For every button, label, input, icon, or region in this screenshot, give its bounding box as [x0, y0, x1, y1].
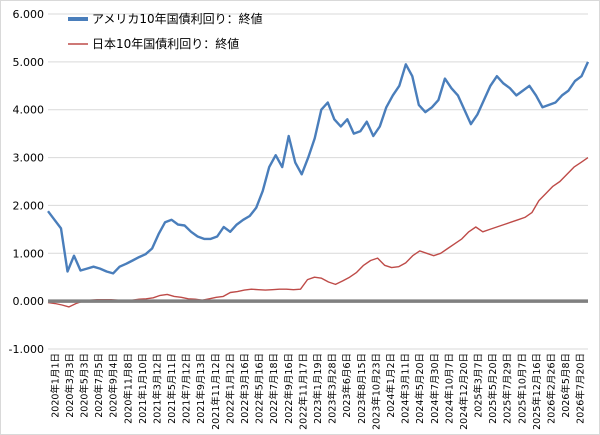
x-tick-label: 2023年10月23日: [370, 353, 382, 430]
x-tick-label: 2024年3月11日: [400, 353, 412, 424]
x-tick-label: 2024年10月7日: [443, 353, 455, 424]
x-tick-label: 2022年1月12日: [224, 353, 236, 424]
x-tick-label: 2020年5月3日: [78, 353, 90, 418]
x-tick-label: 2021年7月12日: [181, 353, 193, 424]
series-line-0: [47, 61, 590, 275]
x-axis-ticks: 2020年1月1日 2020年3月3日 2020年5月3日 2020年7月5日 2020…: [49, 353, 586, 430]
x-tick-label: 2020年9月4日: [108, 353, 120, 418]
y-tick-label: 2.000: [13, 199, 45, 212]
legend-label-us: アメリカ10年国債利回り：終値: [92, 11, 263, 26]
legend: アメリカ10年国債利回り：終値 日本10年国債利回り：終値: [68, 11, 263, 51]
x-tick-label: 2021年3月12日: [151, 353, 163, 424]
x-tick-label: 2021年5月11日: [166, 353, 178, 424]
x-tick-label: 2022年7月18日: [268, 353, 280, 424]
x-tick-label: 2025年10月7日: [516, 353, 528, 424]
x-tick-label: 2026年2月26日: [546, 353, 558, 424]
legend-label-jp: 日本10年国債利回り：終値: [92, 36, 239, 51]
x-tick-label: 2025年7月29日: [502, 353, 514, 424]
x-tick-label: 2021年9月13日: [195, 353, 207, 424]
x-tick-label: 2025年12月16日: [531, 353, 543, 430]
x-tick-label: 2023年1月19日: [312, 353, 324, 424]
x-tick-label: 2022年5月16日: [254, 353, 266, 424]
x-tick-label: 2022年3月16日: [239, 353, 251, 424]
y-tick-label: 5.000: [13, 56, 45, 69]
x-tick-label: 2023年3月28日: [327, 353, 339, 424]
y-tick-label: 0.000: [13, 295, 45, 308]
x-tick-label: 2020年11月8日: [122, 353, 134, 424]
x-tick-label: 2020年3月3日: [64, 353, 76, 418]
y-tick-label: 6.000: [13, 8, 45, 21]
x-tick-label: 2021年1月10日: [137, 353, 149, 424]
x-tick-label: 2020年1月1日: [49, 353, 61, 418]
x-tick-label: 2024年1月2日: [385, 353, 397, 418]
x-tick-label: 2023年6月6日: [341, 353, 353, 418]
y-tick-label: 1.000: [13, 247, 45, 260]
x-tick-label: 2024年5月20日: [414, 353, 426, 424]
x-tick-label: 2022年11月17日: [297, 353, 309, 430]
x-tick-label: 2025年5月20日: [487, 353, 499, 424]
gridlines: [48, 13, 588, 350]
x-tick-label: 2024年12月20日: [458, 353, 470, 430]
x-tick-label: 2021年11月12日: [210, 353, 222, 430]
x-tick-label: 2023年8月15日: [356, 353, 368, 424]
x-tick-label: 2020年7月5日: [93, 353, 105, 418]
y-axis-ticks: 6.000 5.000 4.000 3.000 2.000 1.000 0.000 -1.00…: [9, 8, 44, 356]
x-tick-label: 2022年9月16日: [283, 353, 295, 424]
y-tick-label: 4.000: [13, 104, 45, 117]
x-tick-label: 2026年7月20日: [575, 353, 587, 424]
y-tick-label: -1.000: [9, 343, 44, 356]
series-layer: [47, 61, 590, 308]
y-tick-label: 3.000: [13, 152, 45, 165]
x-tick-label: 2024年7月30日: [429, 353, 441, 424]
x-tick-label: 2026年5月8日: [560, 353, 572, 418]
series-line-1: [47, 157, 589, 308]
x-tick-label: 2025年3月7日: [473, 353, 485, 418]
